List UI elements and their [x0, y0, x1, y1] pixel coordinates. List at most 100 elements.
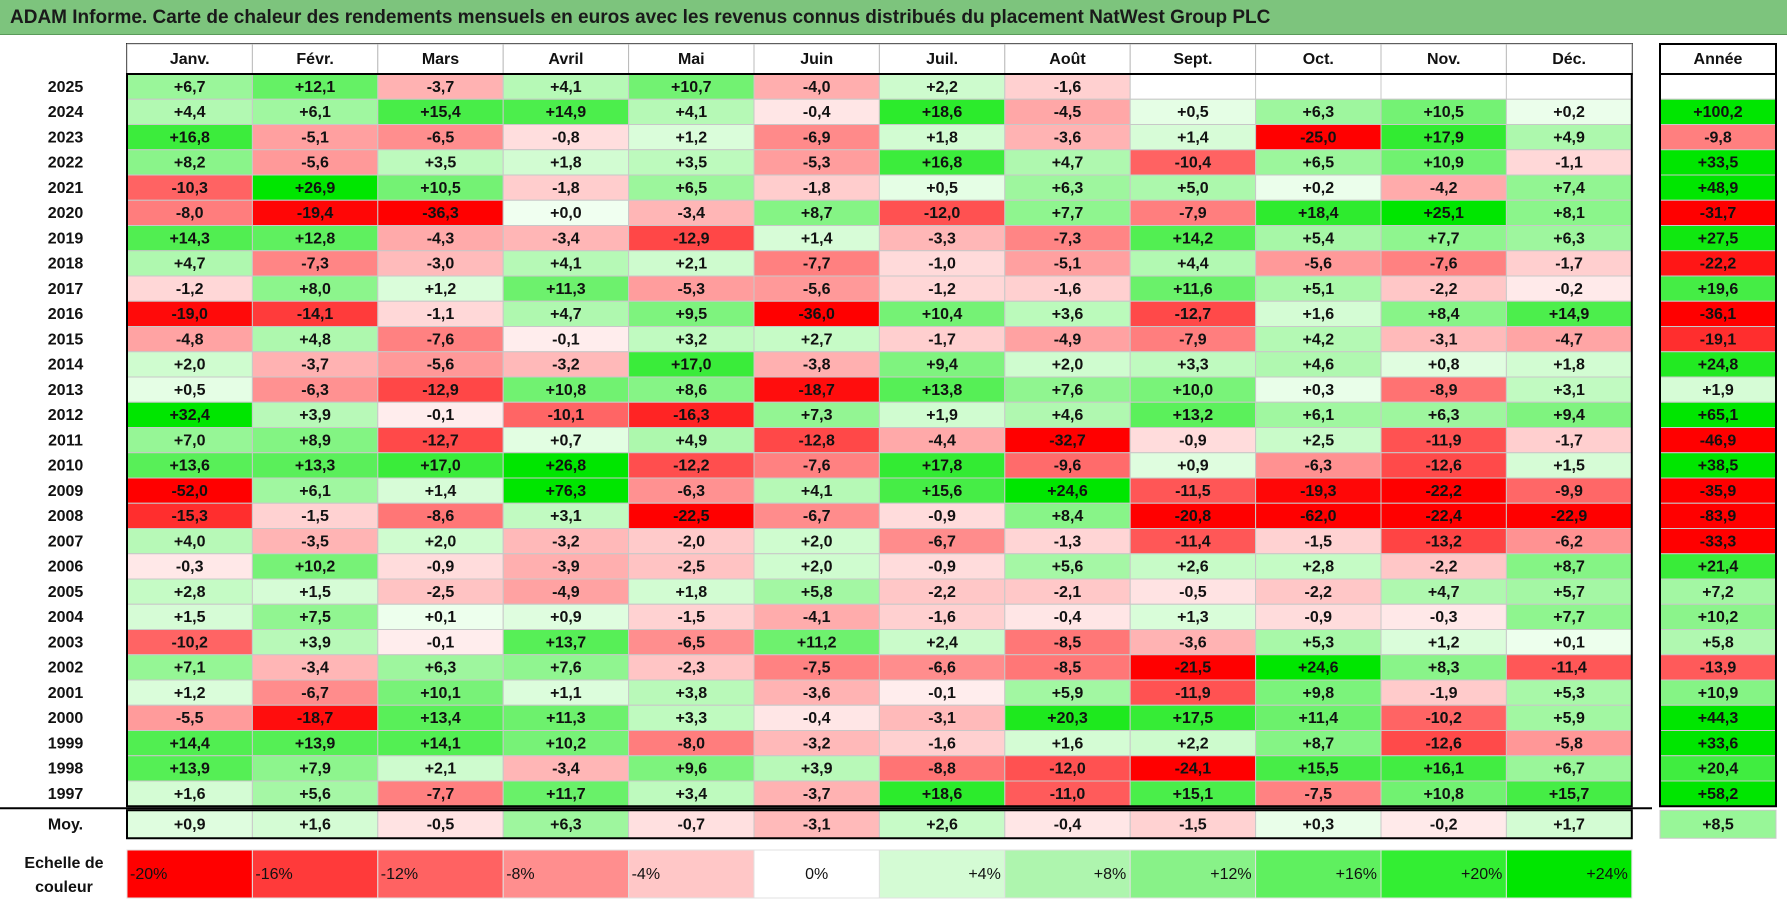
heatmap-value: -5,6 — [803, 281, 831, 298]
heatmap-cell — [1505, 654, 1633, 681]
heatmap-value: +1,8 — [1553, 357, 1585, 374]
heatmap-value: +0,1 — [1553, 634, 1585, 651]
annual-value: +7,2 — [1702, 584, 1734, 601]
heatmap-cell — [628, 275, 755, 302]
page-title: ADAM Informe. Carte de chaleur des rende… — [10, 7, 1271, 28]
scale-stop-label: +24% — [1586, 866, 1627, 883]
heatmap-value: +4,2 — [1303, 331, 1335, 348]
heatmap-value: +0,5 — [174, 382, 206, 399]
annual-cell — [1659, 275, 1777, 302]
heatmap-cell — [502, 275, 630, 302]
heatmap-value: +8,9 — [299, 432, 331, 449]
heatmap-value: +1,5 — [174, 609, 206, 626]
average-value: +0,9 — [174, 816, 206, 833]
heatmap-value: +3,1 — [550, 508, 582, 525]
heatmap-value: -12,9 — [673, 230, 710, 247]
heatmap-value: +15,4 — [420, 104, 461, 121]
heatmap-value: +6,5 — [676, 180, 708, 197]
heatmap-cell — [377, 427, 504, 454]
heatmap-value: -6,5 — [678, 634, 706, 651]
heatmap-cell — [1505, 376, 1633, 403]
heatmap-value: +10,2 — [295, 559, 336, 576]
annual-value: +27,5 — [1698, 230, 1739, 247]
scale-swatch — [1255, 849, 1382, 899]
heatmap-cell — [753, 250, 880, 277]
heatmap-cell — [502, 326, 630, 353]
year-label: 2024 — [48, 104, 84, 121]
heatmap-value: -0,4 — [803, 710, 831, 727]
heatmap-value: +1,6 — [1052, 735, 1084, 752]
heatmap-value: -3,0 — [427, 256, 455, 273]
annual-value: +33,6 — [1698, 735, 1739, 752]
heatmap-value: +6,1 — [299, 104, 331, 121]
heatmap-value: -2,2 — [928, 584, 956, 601]
scale-swatch — [753, 849, 880, 899]
heatmap-value: +4,4 — [174, 104, 206, 121]
heatmap-value: +10,2 — [546, 735, 587, 752]
heatmap-cell — [1380, 629, 1507, 656]
annual-value: -22,2 — [1700, 256, 1737, 273]
heatmap-cell — [1004, 376, 1131, 403]
annual-value: +33,5 — [1698, 155, 1739, 172]
heatmap-cell — [878, 679, 1006, 706]
heatmap-cell — [251, 629, 379, 656]
heatmap-cell — [1255, 326, 1382, 353]
scale-stop-label: +8% — [1094, 866, 1126, 883]
heatmap-value: +11,3 — [546, 710, 586, 727]
heatmap-value: +3,9 — [299, 407, 331, 424]
heatmap-value: +1,8 — [676, 584, 708, 601]
heatmap-value: +17,5 — [1173, 710, 1214, 727]
heatmap-cell — [251, 755, 379, 782]
heatmap-cell — [753, 300, 880, 327]
heatmap-value: +2,8 — [1303, 559, 1335, 576]
heatmap-value: +13,3 — [295, 458, 336, 475]
heatmap-cell — [878, 98, 1006, 125]
heatmap-value: -2,1 — [1054, 584, 1082, 601]
heatmap-value: -12,7 — [422, 432, 459, 449]
heatmap-cell — [1129, 73, 1257, 100]
scale-swatch — [1505, 849, 1633, 899]
heatmap-value: +13,2 — [1173, 407, 1214, 424]
heatmap-cell — [377, 351, 504, 378]
year-label: 2015 — [48, 331, 84, 348]
heatmap-cell — [502, 603, 630, 630]
heatmap-value: +2,5 — [1303, 432, 1335, 449]
heatmap-cell — [753, 199, 880, 226]
annual-cell — [1659, 452, 1777, 479]
heatmap-value: +8,1 — [1553, 205, 1585, 222]
heatmap-value: +0,9 — [550, 609, 582, 626]
heatmap-cell — [1505, 124, 1633, 151]
heatmap-value: -3,2 — [552, 533, 580, 550]
heatmap-cell — [1505, 477, 1633, 504]
heatmap-value: +1,5 — [299, 584, 331, 601]
month-header-cell — [753, 43, 880, 75]
annual-border — [1659, 73, 1777, 808]
heatmap-value: +3,3 — [676, 710, 708, 727]
heatmap-value: +5,6 — [1052, 559, 1084, 576]
heatmap-value: -3,4 — [301, 660, 329, 677]
heatmap-cell — [878, 578, 1006, 605]
heatmap-value: +16,8 — [922, 155, 963, 172]
heatmap-cell — [1004, 199, 1131, 226]
heatmap-value: +2,7 — [801, 331, 833, 348]
heatmap-cell — [251, 174, 379, 201]
heatmap-cell — [753, 780, 880, 807]
heatmap-cell — [628, 452, 755, 479]
heatmap-value: -6,7 — [803, 508, 831, 525]
heatmap-value: +14,4 — [169, 735, 210, 752]
heatmap-value: +2,0 — [174, 357, 206, 374]
heatmap-value: -62,0 — [1300, 508, 1337, 525]
heatmap-value: -6,5 — [427, 129, 455, 146]
month-header-label: Févr. — [296, 51, 333, 68]
heatmap-value: +13,8 — [922, 382, 963, 399]
heatmap-value: +7,7 — [1052, 205, 1084, 222]
annual-value: -13,9 — [1700, 660, 1737, 677]
heatmap-value: +25,1 — [1423, 205, 1464, 222]
heatmap-value: -7,7 — [803, 256, 831, 273]
heatmap-cell — [251, 477, 379, 504]
heatmap-cell — [878, 477, 1006, 504]
heatmap-value: +8,4 — [1052, 508, 1084, 525]
heatmap-cell — [878, 351, 1006, 378]
heatmap-value: -1,1 — [1555, 155, 1583, 172]
heatmap-cell — [628, 376, 755, 403]
